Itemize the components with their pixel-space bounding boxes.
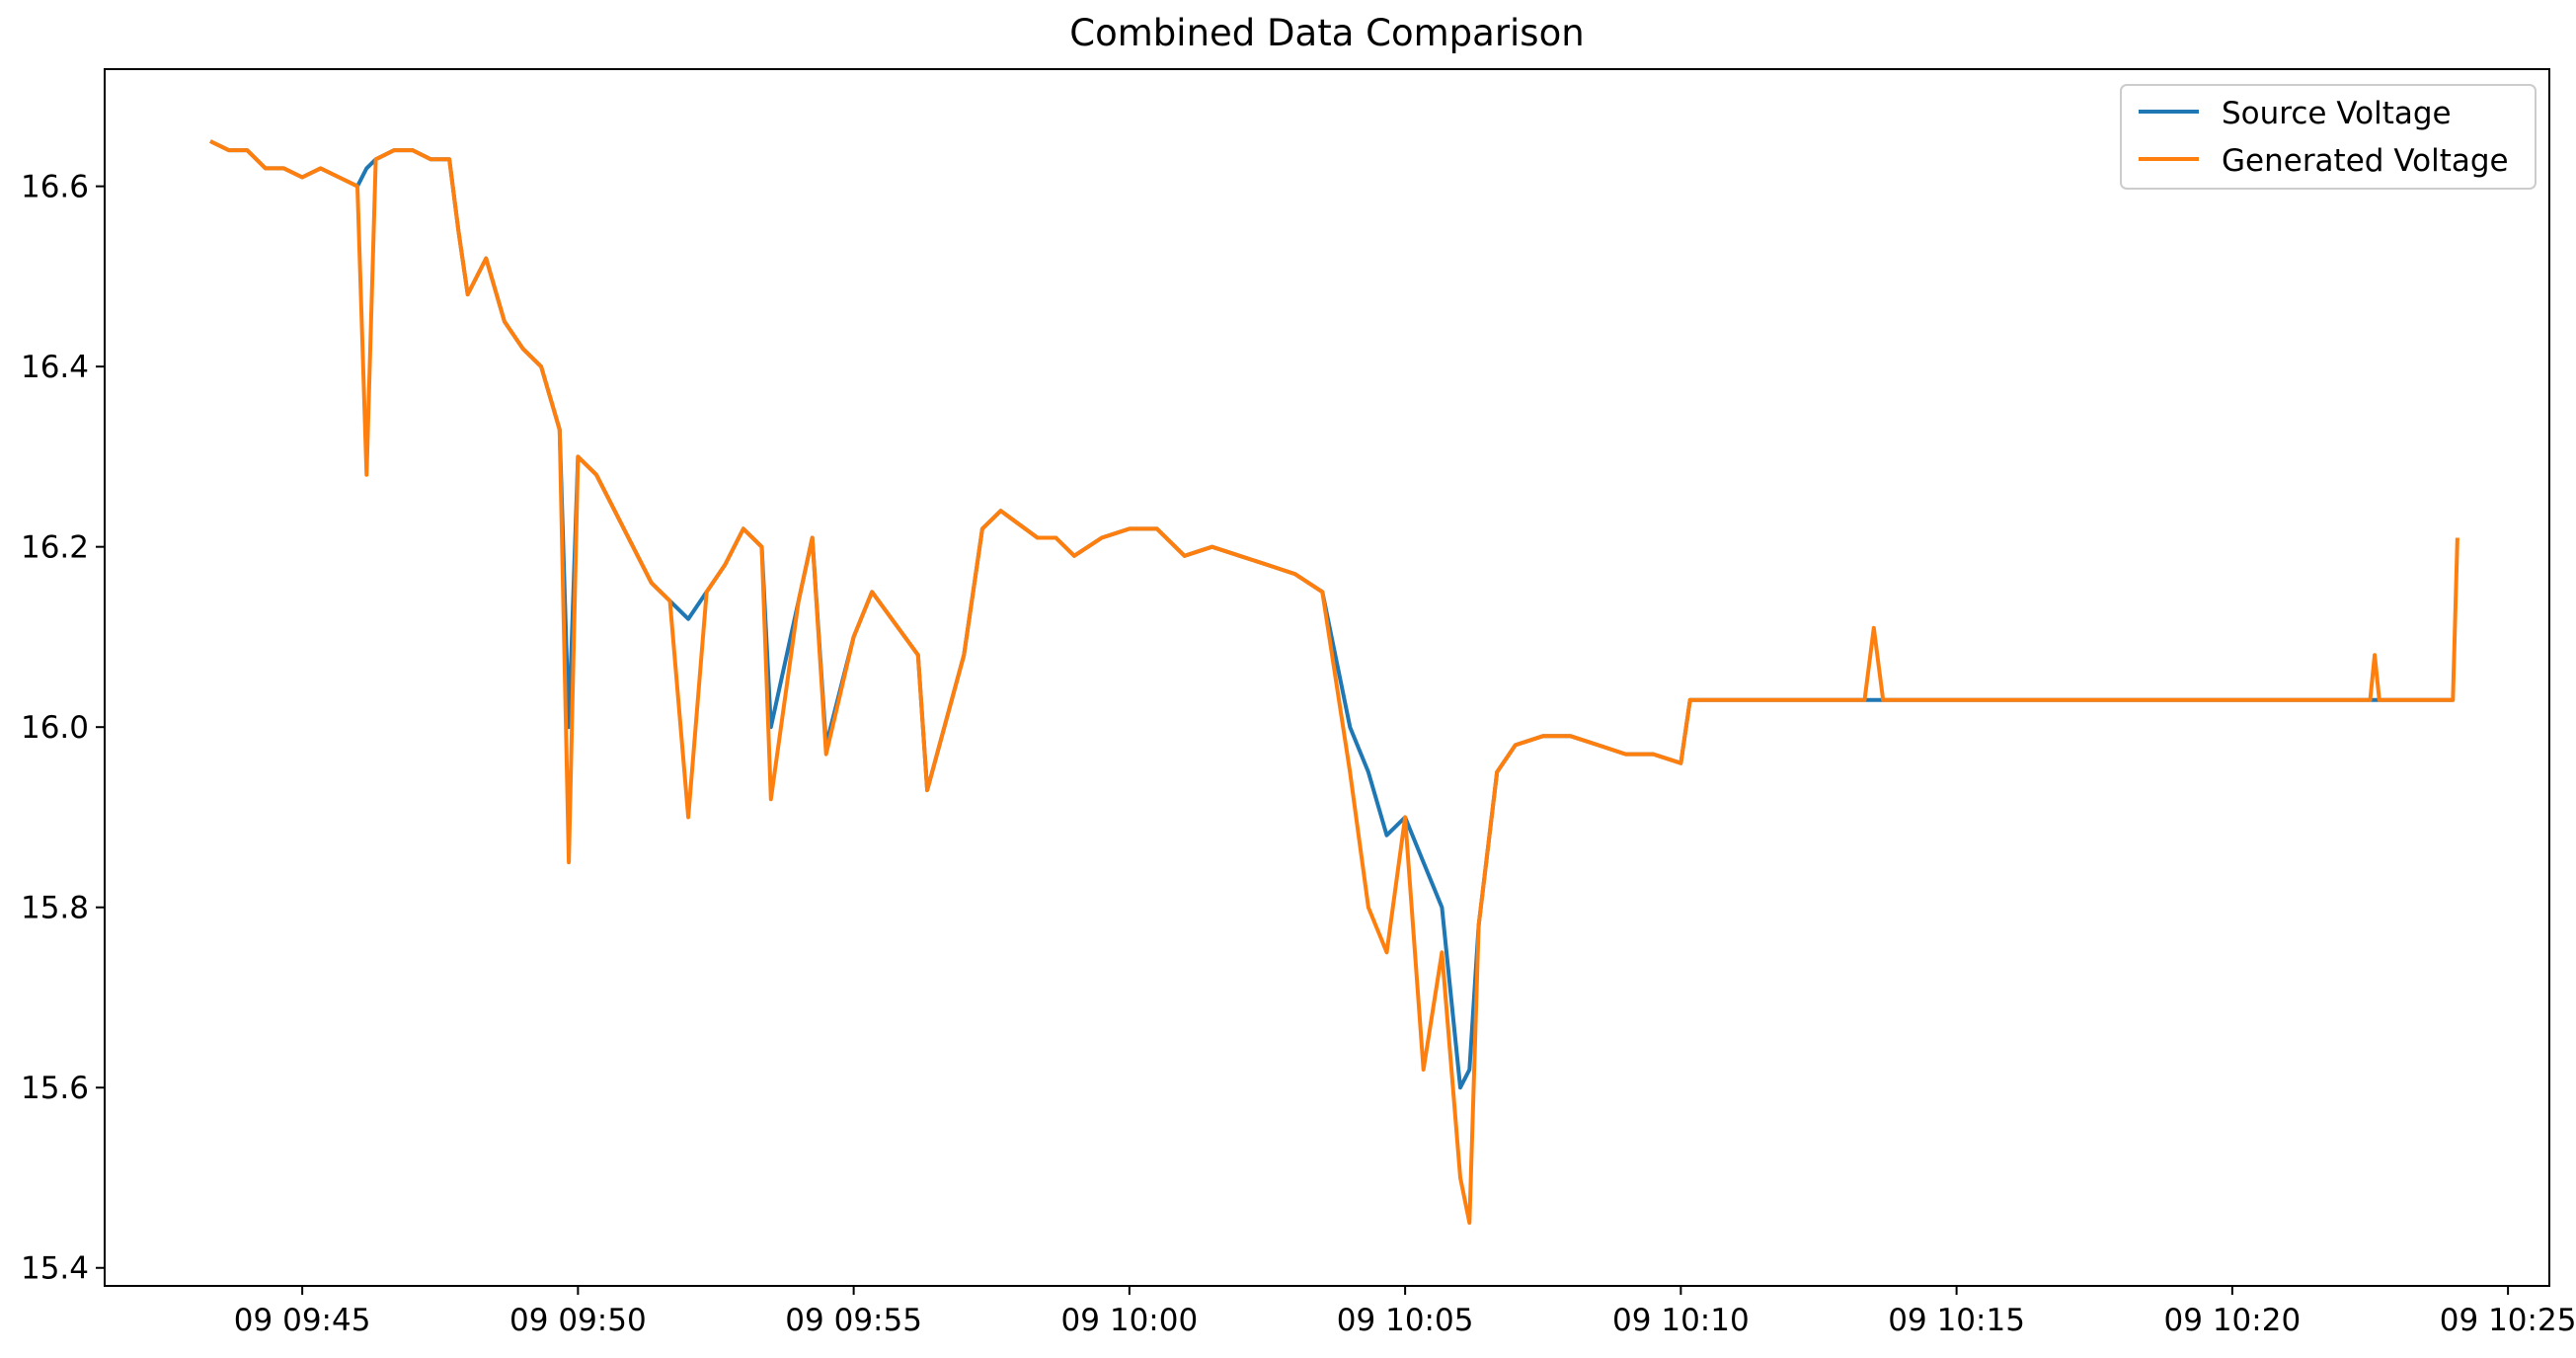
x-axis: 09 09:45 09 09:50 09 09:55 09 10:00 09 10:05…: [234, 1286, 2576, 1338]
plot-frame: [104, 68, 2550, 1287]
y-tick-label: 15.8: [21, 891, 89, 926]
series-line-generated-voltage: [209, 139, 2459, 1226]
y-tick-label: 15.6: [21, 1071, 89, 1106]
legend-label-source-voltage: Source Voltage: [2222, 96, 2452, 131]
x-tick-label: 09 09:50: [509, 1303, 647, 1338]
legend: Source Voltage Generated Voltage: [2120, 84, 2537, 190]
legend-frame: [2120, 84, 2537, 190]
x-tick-label: 09 10:00: [1061, 1303, 1199, 1338]
series-layer: [209, 139, 2459, 1226]
x-tick-label: 09 09:45: [234, 1303, 371, 1338]
y-axis: 15.4 15.6 15.8 16.0 16.2 16.4 16.6: [21, 170, 105, 1287]
x-tick-label: 09 10:20: [2164, 1303, 2302, 1338]
y-tick-label: 16.4: [21, 350, 89, 385]
x-tick-label: 09 09:55: [785, 1303, 922, 1338]
x-tick-label: 09 10:15: [1888, 1303, 2025, 1338]
legend-label-generated-voltage: Generated Voltage: [2222, 143, 2509, 179]
y-tick-label: 16.0: [21, 710, 89, 746]
x-tick-label: 09 10:10: [1612, 1303, 1750, 1338]
y-tick-label: 15.4: [21, 1251, 89, 1287]
y-tick-label: 16.2: [21, 530, 89, 566]
y-tick-label: 16.6: [21, 170, 89, 205]
x-tick-label: 09 10:05: [1337, 1303, 1474, 1338]
chart-title: Combined Data Comparison: [1069, 12, 1584, 54]
x-tick-label: 09 10:25: [2440, 1303, 2576, 1338]
